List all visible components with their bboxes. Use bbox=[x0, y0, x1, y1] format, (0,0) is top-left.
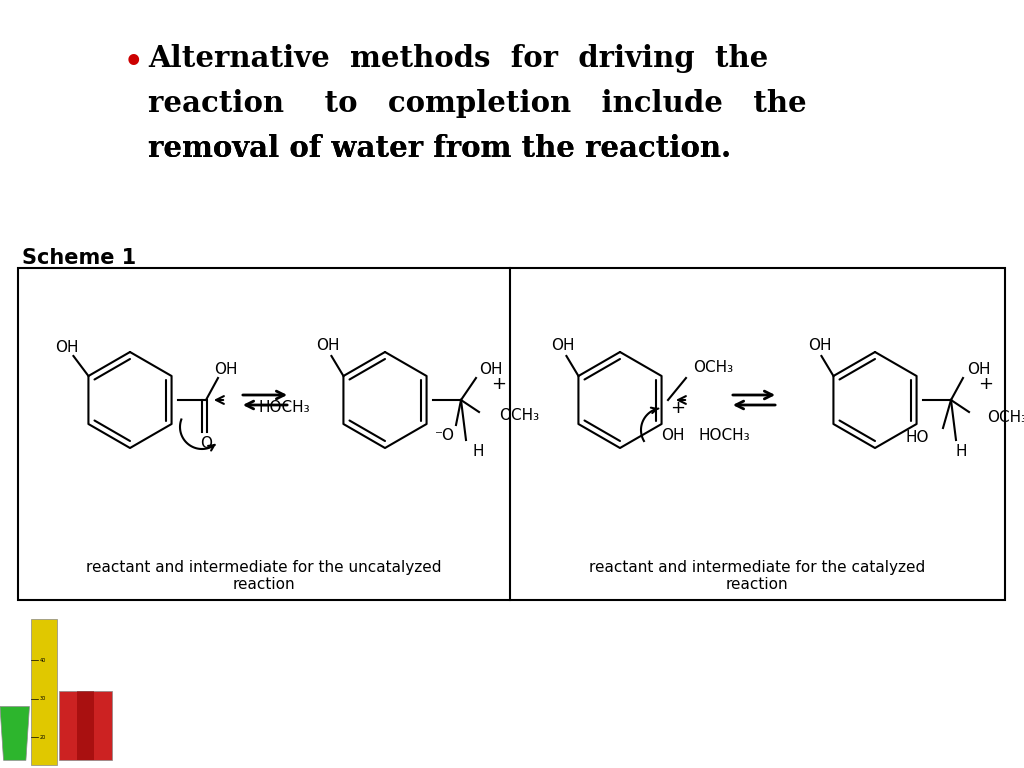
Text: OH: OH bbox=[808, 339, 831, 353]
Text: reaction    to   completion   include   the: reaction to completion include the bbox=[148, 89, 807, 118]
Text: removal of water from the reaction.: removal of water from the reaction. bbox=[148, 134, 731, 163]
Text: OH: OH bbox=[662, 428, 685, 442]
Bar bbox=[31, 619, 56, 765]
Text: Scheme 1: Scheme 1 bbox=[22, 248, 136, 268]
Text: HO: HO bbox=[905, 431, 929, 445]
Text: H: H bbox=[955, 445, 967, 459]
Bar bbox=[77, 691, 94, 760]
Text: reactant and intermediate for the uncatalyzed
reaction: reactant and intermediate for the uncata… bbox=[86, 560, 441, 592]
Polygon shape bbox=[0, 707, 30, 760]
Text: O: O bbox=[200, 436, 212, 452]
Text: HOCH₃: HOCH₃ bbox=[258, 400, 309, 415]
Text: •: • bbox=[123, 48, 142, 77]
Text: OH: OH bbox=[551, 339, 574, 353]
Text: OH: OH bbox=[479, 362, 503, 378]
Text: Alternative  methods  for  driving  the: Alternative methods for driving the bbox=[148, 44, 768, 73]
Text: +: + bbox=[979, 375, 993, 393]
Text: OH: OH bbox=[214, 362, 238, 378]
Text: 20: 20 bbox=[40, 735, 46, 740]
Text: removal of water from the reaction.: removal of water from the reaction. bbox=[148, 134, 731, 163]
Text: OCH₃: OCH₃ bbox=[987, 411, 1024, 425]
Text: OCH₃: OCH₃ bbox=[499, 409, 539, 423]
Text: OCH₃: OCH₃ bbox=[693, 360, 733, 376]
Text: HOCH₃: HOCH₃ bbox=[698, 428, 750, 442]
Polygon shape bbox=[59, 691, 112, 760]
Text: 40: 40 bbox=[40, 658, 46, 663]
Text: 30: 30 bbox=[40, 697, 46, 701]
Text: +: + bbox=[492, 375, 507, 393]
Text: OH: OH bbox=[54, 340, 78, 356]
Text: ⁻O: ⁻O bbox=[435, 429, 455, 443]
Text: +: + bbox=[671, 399, 685, 417]
Text: OH: OH bbox=[967, 362, 990, 378]
Text: H: H bbox=[473, 445, 484, 459]
Text: reactant and intermediate for the catalyzed
reaction: reactant and intermediate for the cataly… bbox=[589, 560, 925, 592]
Bar bbox=[18, 268, 1005, 600]
Text: OH: OH bbox=[315, 339, 339, 353]
